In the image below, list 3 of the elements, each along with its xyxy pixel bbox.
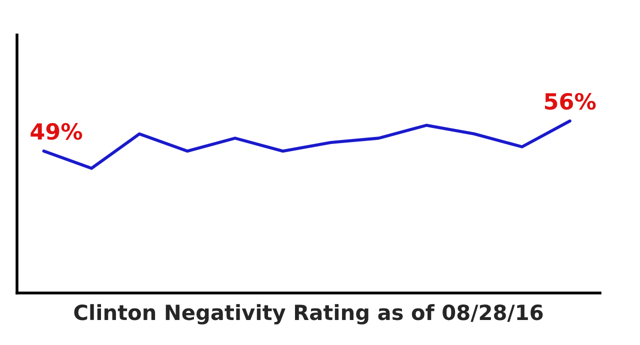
x-axis-title: Clinton Negativity Rating as of 08/28/16: [74, 304, 543, 324]
data-label: 49%: [30, 123, 82, 140]
data-label: 56%: [544, 92, 596, 110]
